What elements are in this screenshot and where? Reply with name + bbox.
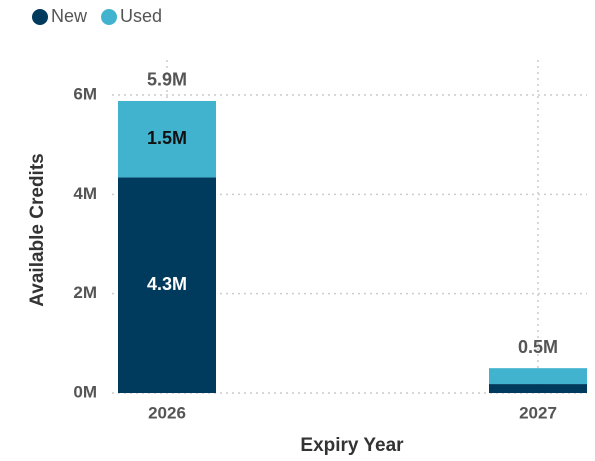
- legend-swatch: [32, 9, 48, 25]
- total-label: 0.5M: [518, 337, 558, 357]
- bar-segment: [489, 384, 587, 393]
- bar-segment: [489, 368, 587, 385]
- legend-label: New: [51, 6, 88, 26]
- value-label: 1.5M: [147, 128, 187, 148]
- y-tick-label: 0M: [73, 382, 97, 401]
- x-axis-title: Expiry Year: [300, 435, 404, 456]
- legend-swatch: [101, 9, 118, 25]
- total-label: 5.9M: [147, 70, 187, 90]
- y-tick-label: 4M: [73, 184, 97, 203]
- y-tick-label: 2M: [73, 283, 97, 302]
- y-tick-label: 6M: [73, 84, 97, 103]
- bar-segment: [118, 177, 216, 393]
- x-tick-label: 2026: [148, 403, 186, 422]
- x-tick-label: 2027: [519, 403, 557, 422]
- legend-label: Used: [120, 6, 162, 26]
- value-label: 4.3M: [147, 274, 187, 294]
- y-axis-title: Available Credits: [27, 153, 48, 306]
- bar-segment: [118, 100, 216, 178]
